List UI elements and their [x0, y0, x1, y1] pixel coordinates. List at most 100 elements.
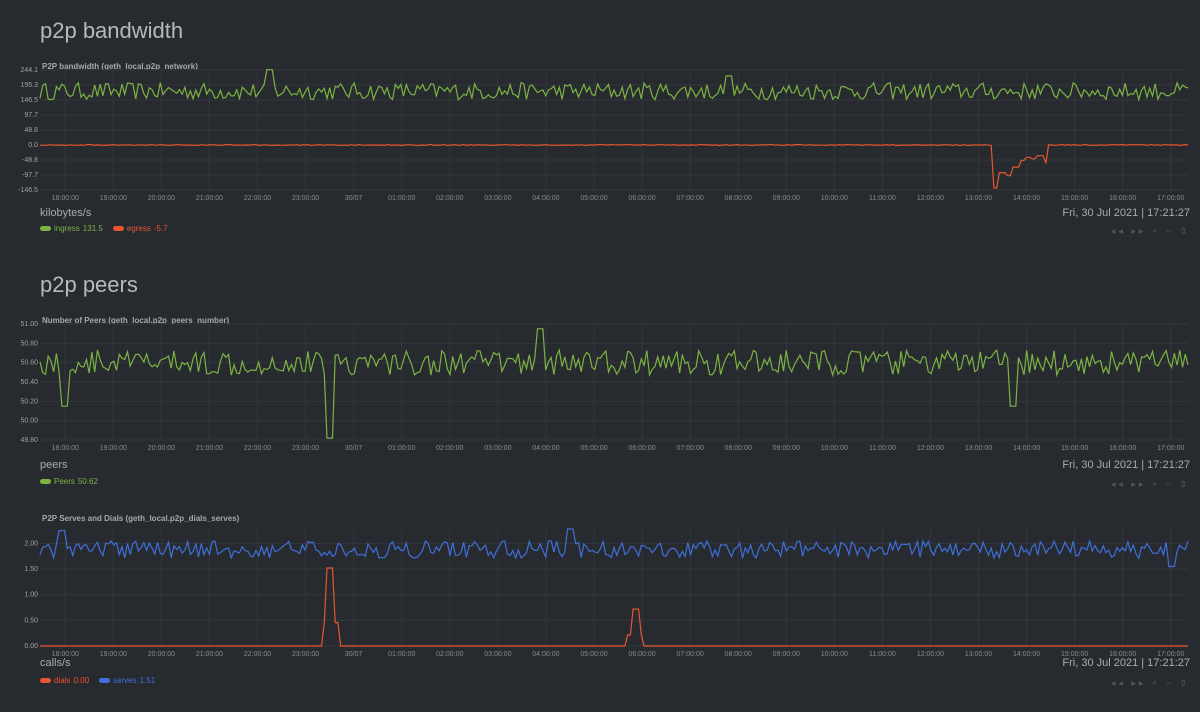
series-line-ingress — [39, 69, 1189, 102]
legend-swatch — [40, 479, 51, 484]
dials-plot[interactable]: 2.00 1.50 1.00 0.50 0.00 18:00:00 19:00:00 20:0… — [24, 528, 1190, 660]
x-tick-label: 07:00:00 — [676, 651, 703, 658]
x-tick-label: 19:00:00 — [100, 445, 127, 452]
timestamp: Fri, 30 Jul 2021 | 17:21:27 — [1062, 459, 1190, 471]
x-tick-label: 15:00:00 — [1061, 195, 1088, 202]
x-tick-label: 05:00:00 — [580, 445, 607, 452]
x-tick-label: 10:00:00 — [821, 445, 848, 452]
y-tick-label: 195.3 — [20, 82, 38, 89]
y-tick-label: -48.8 — [22, 157, 38, 164]
x-tick-label: 08:00:00 — [725, 445, 752, 452]
bandwidth-plot[interactable]: 244.1 195.3 146.5 97.7 48.8 0.0 -48.8 -97.7 -146… — [18, 67, 1190, 204]
y-tick-label: 51.00 — [20, 321, 38, 328]
x-tick-label: 23:00:00 — [292, 651, 319, 658]
x-tick-label: 23:00:00 — [292, 445, 319, 452]
chart-title: P2P bandwidth (geth_local.p2p_network) — [42, 62, 198, 71]
x-tick-label: 21:00:00 — [196, 195, 223, 202]
section-title-peers: p2p peers — [40, 272, 138, 297]
y-tick-label: 1.00 — [24, 592, 38, 599]
chart-bandwidth: P2P bandwidth (geth_local.p2p_network) 2… — [18, 62, 1190, 242]
legend-item-dials[interactable]: dials 0.00 — [40, 676, 89, 685]
x-tick-label: 03:00:00 — [484, 195, 511, 202]
y-tick-label: 50.20 — [20, 398, 38, 405]
x-tick-label: 22:00:00 — [244, 445, 271, 452]
x-tick-label: 01:00:00 — [388, 445, 415, 452]
peers-plot[interactable]: 51.00 50.80 50.60 50.40 50.20 50.00 49.80 18:00… — [20, 321, 1190, 454]
x-tick-label: 02:00:00 — [436, 445, 463, 452]
x-tick-label: 12:00:00 — [917, 445, 944, 452]
zoom-controls[interactable]: ◂◂ ▸▸ + − ⇕ — [1110, 479, 1190, 489]
chart-dials: P2P Serves and Dials (geth_local.p2p_dia… — [24, 514, 1190, 694]
zoom-controls[interactable]: ◂◂ ▸▸ + − ⇕ — [1110, 226, 1190, 236]
x-tick-label: 30/07 — [345, 445, 363, 452]
x-tick-label: 11:00:00 — [869, 445, 896, 452]
legend-item-serves[interactable]: serves 1.51 — [99, 676, 155, 685]
x-tick-label: 07:00:00 — [676, 445, 703, 452]
y-tick-label: 1.50 — [24, 566, 38, 573]
legend: Peers 50.62 — [40, 477, 98, 486]
x-tick-label: 17:00:00 — [1157, 445, 1184, 452]
x-tick-label: 05:00:00 — [580, 195, 607, 202]
x-tick-label: 18:00:00 — [52, 651, 79, 658]
x-tick-label: 06:00:00 — [628, 195, 655, 202]
x-tick-label: 03:00:00 — [484, 445, 511, 452]
timestamp: Fri, 30 Jul 2021 | 17:21:27 — [1062, 657, 1190, 669]
series-line-dials — [40, 567, 1188, 647]
x-tick-label: 11:00:00 — [869, 195, 896, 202]
x-tick-label: 15:00:00 — [1061, 445, 1088, 452]
x-tick-label: 22:00:00 — [244, 651, 271, 658]
zoom-controls[interactable]: ◂◂ ▸▸ + − ⇕ — [1110, 678, 1190, 688]
series-line-peers — [39, 328, 1189, 439]
section-title-bandwidth: p2p bandwidth — [40, 18, 184, 43]
legend-value: 1.51 — [139, 676, 156, 685]
x-tick-label: 14:00:00 — [1013, 445, 1040, 452]
x-tick-label: 13:00:00 — [965, 651, 992, 658]
x-tick-label: 04:00:00 — [532, 445, 559, 452]
y-tick-label: -97.7 — [22, 172, 38, 179]
legend-item-peers[interactable]: Peers 50.62 — [40, 477, 98, 486]
y-tick-label: 50.40 — [20, 379, 38, 386]
x-tick-label: 02:00:00 — [436, 651, 463, 658]
legend-value: 131.5 — [82, 224, 103, 233]
x-tick-label: 10:00:00 — [821, 651, 848, 658]
x-tick-label: 11:00:00 — [869, 651, 896, 658]
y-tick-label: 49.80 — [20, 437, 38, 444]
y-tick-label: 50.60 — [20, 360, 38, 367]
y-tick-label: 0.0 — [28, 142, 38, 149]
legend-label: dials — [54, 676, 71, 685]
x-tick-label: 04:00:00 — [532, 195, 559, 202]
x-tick-label: 15:00:00 — [1061, 651, 1088, 658]
y-tick-label: 97.7 — [24, 112, 38, 119]
legend-item-egress[interactable]: egress -5.7 — [112, 224, 168, 233]
y-tick-label: 244.1 — [20, 67, 38, 74]
series-line-egress — [39, 143, 1189, 189]
legend-item-ingress[interactable]: ingress 131.5 — [40, 224, 103, 233]
legend-swatch — [99, 678, 111, 683]
x-tick-label: 09:00:00 — [773, 445, 800, 452]
legend: dials 0.00 serves 1.51 — [40, 676, 155, 685]
legend-swatch — [112, 226, 124, 231]
legend-value: -5.7 — [153, 224, 168, 233]
x-tick-label: 12:00:00 — [917, 195, 944, 202]
y-tick-label: -146.5 — [18, 187, 38, 194]
legend-value: 0.00 — [73, 676, 90, 685]
x-tick-label: 17:00:00 — [1157, 195, 1184, 202]
units-label: peers — [40, 459, 68, 471]
legend-label: serves — [113, 676, 137, 685]
x-tick-label: 17:00:00 — [1157, 651, 1184, 658]
chart-title: Number of Peers (geth_local.p2p_peers_nu… — [42, 316, 230, 325]
x-tick-label: 06:00:00 — [628, 651, 655, 658]
x-tick-label: 21:00:00 — [196, 651, 223, 658]
x-tick-label: 08:00:00 — [725, 651, 752, 658]
x-tick-label: 09:00:00 — [773, 195, 800, 202]
x-tick-label: 08:00:00 — [725, 195, 752, 202]
x-tick-label: 14:00:00 — [1013, 195, 1040, 202]
x-tick-label: 06:00:00 — [628, 445, 655, 452]
chart-title: P2P Serves and Dials (geth_local.p2p_dia… — [42, 514, 240, 523]
x-tick-label: 23:00:00 — [292, 195, 319, 202]
x-tick-label: 13:00:00 — [965, 195, 992, 202]
x-tick-label: 04:00:00 — [532, 651, 559, 658]
legend: ingress 131.5 egress -5.7 — [40, 224, 168, 233]
x-tick-label: 19:00:00 — [100, 651, 127, 658]
x-tick-label: 16:00:00 — [1109, 651, 1136, 658]
